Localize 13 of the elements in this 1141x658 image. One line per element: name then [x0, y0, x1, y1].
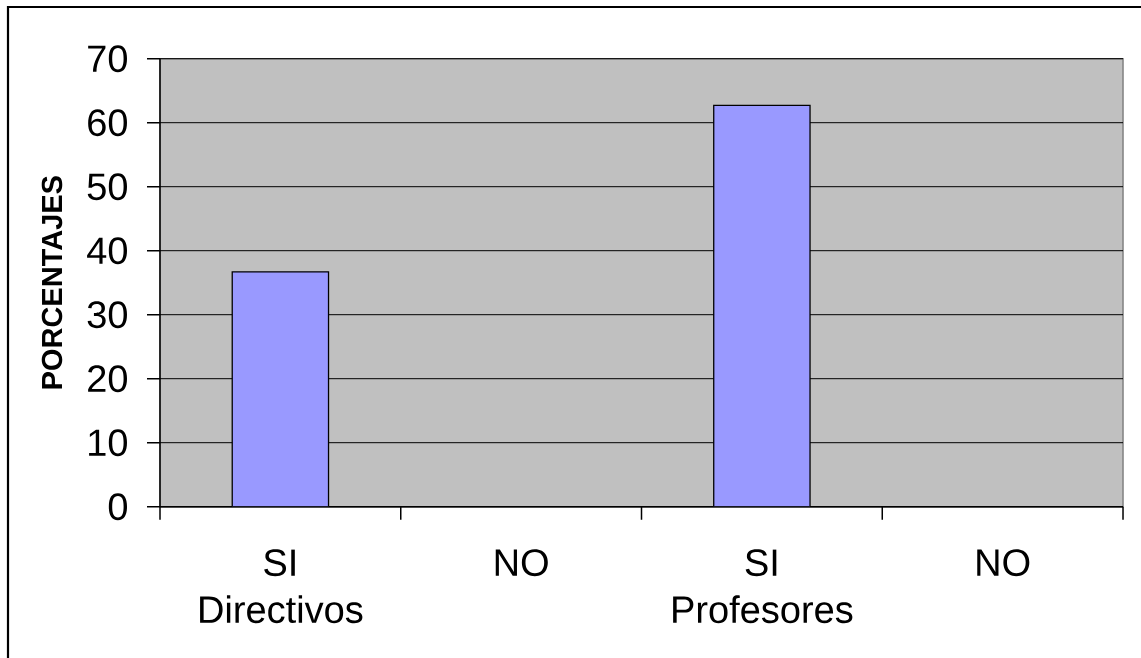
y-tick-label: 70 — [88, 45, 127, 73]
x-tick-label: SI Directivos — [200, 549, 363, 624]
y-tick-label: 60 — [88, 109, 127, 137]
x-tick-label: NO — [495, 549, 548, 577]
x-tick-label: NO — [977, 549, 1030, 577]
y-tick-label: 0 — [108, 493, 127, 521]
y-tick-label: 20 — [88, 365, 127, 393]
y-tick-label: 30 — [87, 301, 127, 329]
y-axis-title: PORCENTAJES — [41, 176, 63, 389]
y-tick-label: 50 — [87, 173, 127, 201]
y-tick-label: 40 — [87, 237, 127, 265]
y-tick-label: 10 — [89, 429, 127, 457]
x-tick-label: SI Profesores — [673, 549, 853, 624]
